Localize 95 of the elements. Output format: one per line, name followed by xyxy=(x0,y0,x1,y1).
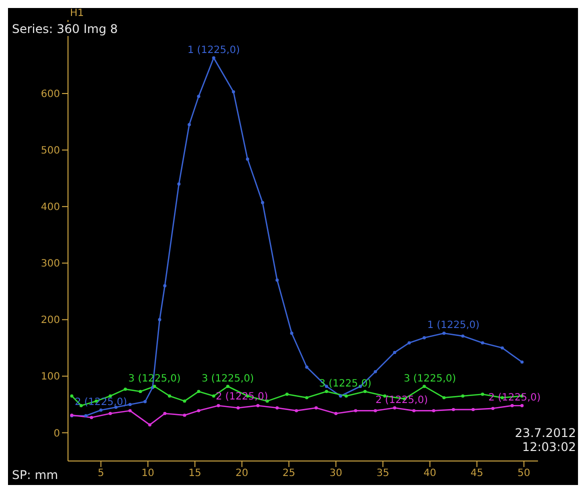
point xyxy=(305,396,308,400)
point xyxy=(212,56,216,60)
point xyxy=(256,404,260,408)
point xyxy=(138,390,142,394)
point xyxy=(500,346,504,350)
point xyxy=(472,408,475,412)
x-tick-label: 50 xyxy=(518,468,530,480)
point xyxy=(212,394,216,398)
point xyxy=(442,396,446,400)
point xyxy=(432,409,436,412)
annotation: 1 (1225,0) xyxy=(427,320,480,332)
y-tick-label: 300 xyxy=(40,258,60,270)
point xyxy=(344,394,348,398)
x-tick-label: 25 xyxy=(282,468,296,480)
point xyxy=(324,390,328,394)
point xyxy=(143,400,147,404)
point xyxy=(197,94,200,98)
point xyxy=(148,423,152,426)
point xyxy=(128,402,132,406)
point xyxy=(99,408,102,412)
point xyxy=(108,412,112,416)
point xyxy=(124,388,127,391)
point xyxy=(422,384,426,388)
chart-title: Series: 360 Img 8 xyxy=(12,22,118,36)
point xyxy=(285,392,289,396)
point xyxy=(197,390,200,394)
point xyxy=(461,334,464,338)
point xyxy=(520,404,524,408)
x-axis-title: SP: mm xyxy=(12,468,58,482)
point xyxy=(294,409,298,412)
x-tick-label: 10 xyxy=(142,468,154,480)
point xyxy=(480,392,484,396)
point xyxy=(452,408,455,412)
y-tick-label: 600 xyxy=(40,89,60,100)
x-tick-label: 5 xyxy=(98,468,104,480)
point xyxy=(305,366,308,369)
y-tick-label: 400 xyxy=(40,202,60,214)
point xyxy=(246,157,250,161)
x-tick-label: 30 xyxy=(330,468,342,480)
annotation: 3 (1225,0) xyxy=(404,373,456,384)
point xyxy=(177,182,181,186)
point xyxy=(158,318,162,322)
point xyxy=(182,414,186,417)
y-tick-label: 200 xyxy=(40,315,60,326)
annotation: 3 (1225,0) xyxy=(202,373,254,384)
point xyxy=(412,409,416,412)
annotation: 2 (1225,0) xyxy=(376,394,428,406)
point xyxy=(232,90,236,94)
point xyxy=(226,384,230,388)
point xyxy=(374,409,377,412)
point xyxy=(236,406,240,410)
x-tick-label: 15 xyxy=(188,468,202,480)
point xyxy=(314,406,318,410)
point xyxy=(182,399,186,403)
point xyxy=(70,394,74,398)
point xyxy=(290,332,294,335)
annotation: 12:03:02 xyxy=(521,440,576,454)
point xyxy=(480,341,484,344)
point xyxy=(163,412,166,416)
annotation: 23.7.2012 xyxy=(514,426,576,440)
point xyxy=(393,406,396,410)
point xyxy=(128,409,132,412)
point xyxy=(334,412,338,416)
x-tick-label: 40 xyxy=(424,468,436,480)
y-tick-label: 100 xyxy=(40,372,60,383)
point xyxy=(90,416,94,420)
point xyxy=(84,414,88,418)
point xyxy=(276,278,279,282)
point xyxy=(461,394,464,398)
point xyxy=(374,370,377,374)
point xyxy=(442,332,446,335)
point xyxy=(168,394,172,398)
point xyxy=(363,390,367,394)
point xyxy=(393,350,396,354)
point xyxy=(339,394,342,398)
point xyxy=(163,284,166,288)
point xyxy=(276,406,279,410)
point xyxy=(188,122,191,126)
point xyxy=(354,409,358,412)
point xyxy=(197,409,200,412)
x-tick-label: 35 xyxy=(376,468,390,480)
point xyxy=(520,360,524,364)
y-tick-label: 0 xyxy=(54,428,60,440)
point xyxy=(216,404,220,408)
point xyxy=(408,341,411,344)
point xyxy=(422,336,426,340)
point xyxy=(324,384,328,388)
annotation: 1 (1225,0) xyxy=(188,44,240,56)
x-tick-label: 20 xyxy=(236,468,248,480)
point xyxy=(260,201,264,204)
x-tick-label: 45 xyxy=(470,468,484,480)
point xyxy=(491,406,494,410)
y-tick-label: 500 xyxy=(40,146,60,157)
point xyxy=(510,404,514,408)
text: H1 xyxy=(70,8,84,19)
